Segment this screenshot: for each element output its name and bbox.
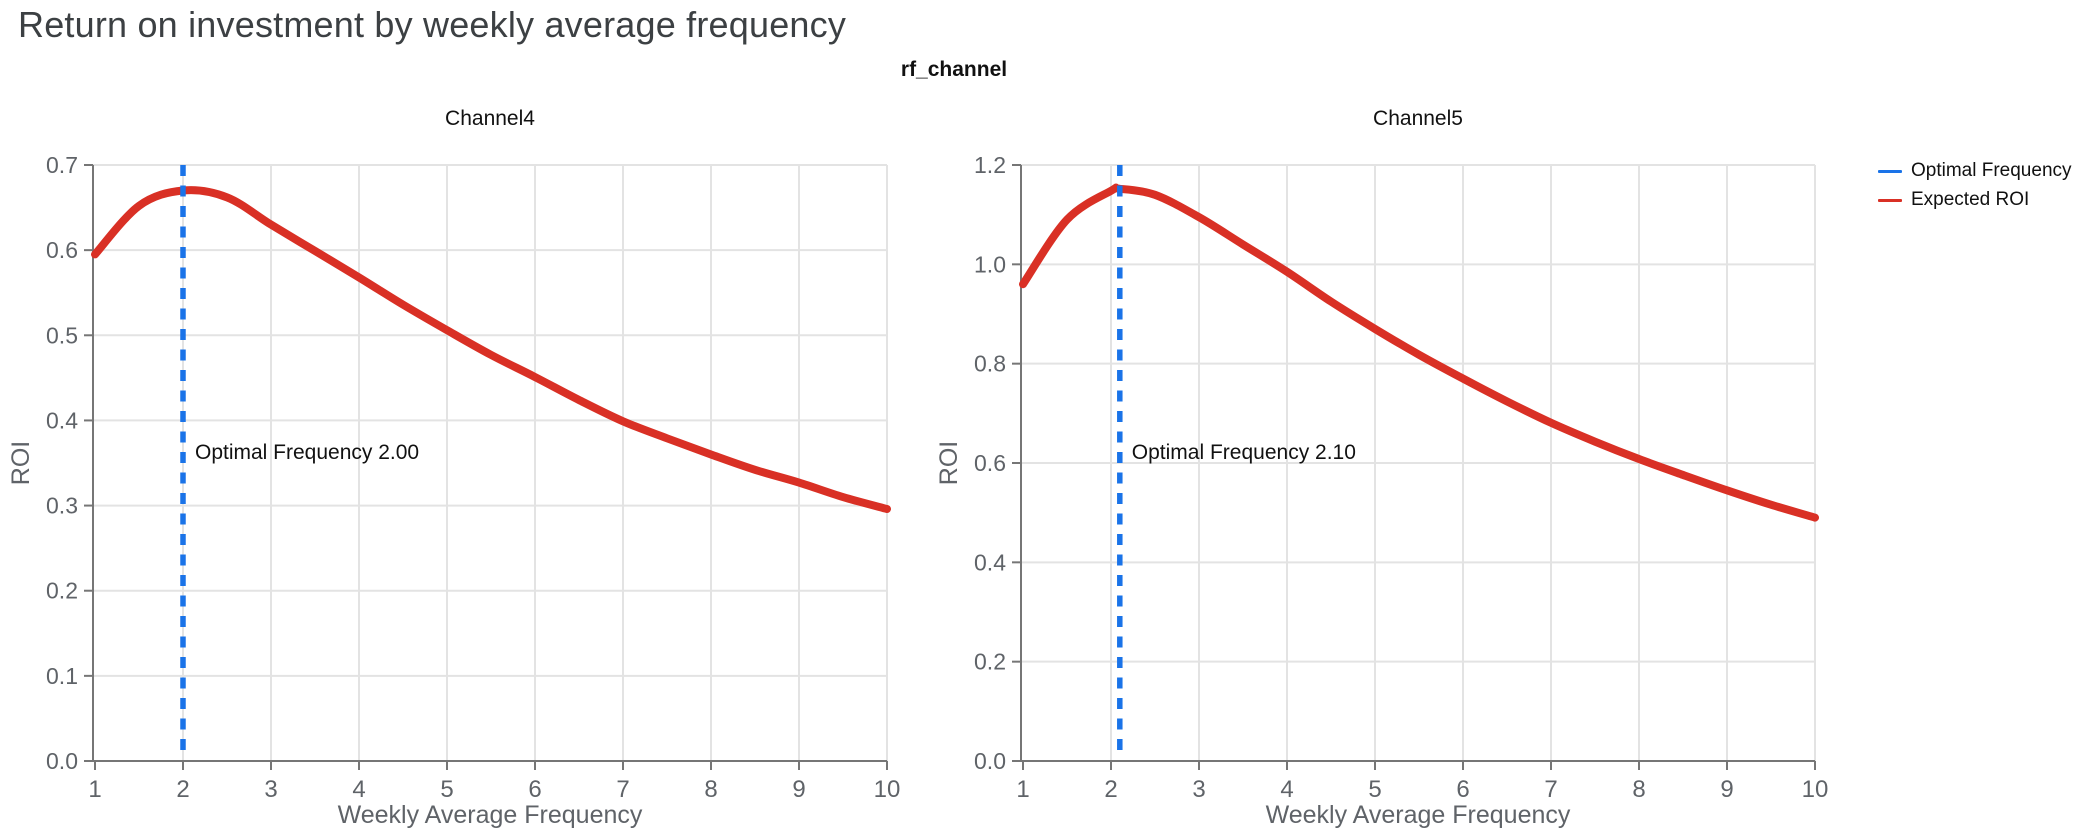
expected-roi-curve bbox=[91, 186, 891, 513]
x-tick-label: 3 bbox=[1192, 776, 1205, 803]
roi-chart-channel4: Channel4 0.0 0.1 0.2 0.3 0.4 0.5 0.6 0.7 1 2 3 4 5 6 7… bbox=[0, 95, 950, 840]
x-tick-label: 3 bbox=[264, 776, 277, 803]
y-tick-label: 1.2 bbox=[974, 152, 1006, 178]
expected-roi-line-icon bbox=[1878, 198, 1902, 202]
optimal-frequency-line-icon bbox=[1878, 169, 1902, 173]
optimal-frequency-annotation: Optimal Frequency 2.10 bbox=[1132, 441, 1356, 464]
y-tick-label: 0.2 bbox=[974, 649, 1006, 675]
y-axis-label-channel4: ROI bbox=[7, 440, 35, 486]
x-tick-label: 1 bbox=[88, 776, 101, 803]
gridlines bbox=[93, 164, 888, 761]
y-tick-label: 0.3 bbox=[46, 493, 78, 519]
gridlines bbox=[1021, 164, 1816, 761]
y-tick-label: 0.4 bbox=[974, 549, 1006, 575]
legend-item-optimal-frequency: Optimal Frequency bbox=[1878, 160, 2074, 182]
x-tick-label: 5 bbox=[1368, 776, 1381, 803]
y-tick-label: 0.0 bbox=[974, 748, 1006, 774]
x-tick-label: 8 bbox=[1632, 776, 1645, 803]
page-title: Return on investment by weekly average f… bbox=[18, 4, 847, 45]
x-axis-label-channel4: Weekly Average Frequency bbox=[337, 801, 643, 829]
y-tick-label: 0.0 bbox=[46, 748, 78, 774]
x-tick-label: 6 bbox=[1456, 776, 1469, 803]
channel4-chart-canvas: 0.0 0.1 0.2 0.3 0.4 0.5 0.6 0.7 1 2 3 4 5 6 7 8 9 10 Optim… bbox=[46, 152, 900, 803]
x-tick-label: 4 bbox=[352, 776, 365, 803]
axes: 0.0 0.2 0.4 0.6 0.8 1.0 1.2 1 2 3 4 5 6 7 8 9 10 bbox=[974, 152, 1828, 803]
subplot-title-channel5: Channel5 bbox=[1373, 107, 1463, 130]
y-tick-label: 0.4 bbox=[46, 407, 78, 433]
channel5-chart-canvas: 0.0 0.2 0.4 0.6 0.8 1.0 1.2 1 2 3 4 5 6 7 8 9 10 Optimal … bbox=[974, 152, 1828, 803]
legend: Optimal Frequency Expected ROI bbox=[1878, 160, 2074, 211]
y-tick-label: 0.6 bbox=[974, 450, 1006, 476]
y-tick-label: 0.7 bbox=[46, 152, 78, 178]
x-tick-label: 4 bbox=[1280, 776, 1293, 803]
x-tick-label: 10 bbox=[874, 776, 901, 803]
y-tick-label: 1.0 bbox=[974, 251, 1006, 277]
expected-roi-curve bbox=[1019, 183, 1819, 522]
axes: 0.0 0.1 0.2 0.3 0.4 0.5 0.6 0.7 1 2 3 4 5 6 7 8 9 10 bbox=[46, 152, 900, 803]
y-tick-label: 0.1 bbox=[46, 663, 78, 689]
x-tick-label: 1 bbox=[1016, 776, 1029, 803]
x-tick-label: 9 bbox=[1720, 776, 1733, 803]
figure-suptitle: rf_channel bbox=[900, 58, 1008, 81]
optimal-frequency-annotation: Optimal Frequency 2.00 bbox=[195, 441, 419, 464]
x-tick-label: 2 bbox=[176, 776, 189, 803]
y-tick-label: 0.2 bbox=[46, 578, 78, 604]
x-tick-label: 8 bbox=[704, 776, 717, 803]
x-axis-label-channel5: Weekly Average Frequency bbox=[1265, 801, 1571, 829]
roi-chart-channel5: Channel5 0.0 0.2 0.4 0.6 0.8 1.0 1.2 1 2 3 4 5 6 7 8 9 1… bbox=[928, 95, 1878, 840]
y-tick-label: 0.8 bbox=[974, 351, 1006, 377]
y-tick-label: 0.5 bbox=[46, 322, 78, 348]
legend-label-expected-roi: Expected ROI bbox=[1911, 189, 2030, 210]
x-tick-label: 5 bbox=[440, 776, 453, 803]
x-tick-label: 9 bbox=[792, 776, 805, 803]
subplot-title-channel4: Channel4 bbox=[445, 107, 535, 130]
x-tick-label: 6 bbox=[528, 776, 541, 803]
x-tick-label: 7 bbox=[616, 776, 629, 803]
legend-item-expected-roi: Expected ROI bbox=[1878, 189, 2074, 211]
x-tick-label: 10 bbox=[1802, 776, 1829, 803]
legend-label-optimal-frequency: Optimal Frequency bbox=[1911, 160, 2072, 181]
y-axis-label-channel5: ROI bbox=[935, 440, 963, 486]
y-tick-label: 0.6 bbox=[46, 237, 78, 263]
x-tick-label: 7 bbox=[1544, 776, 1557, 803]
x-tick-label: 2 bbox=[1104, 776, 1117, 803]
